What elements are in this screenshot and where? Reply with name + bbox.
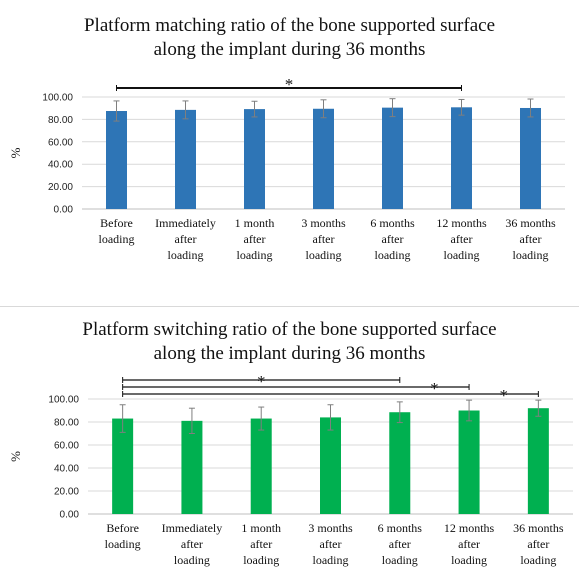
bar [382,107,403,209]
x-tick-label-line: after [320,537,342,551]
y-tick-label: 80.00 [54,418,79,429]
bar [527,408,549,514]
y-axis-label: % [8,147,23,158]
x-tick-label-line: loading [313,553,349,567]
x-tick-label-line: loading [237,248,273,262]
x-tick-label-line: 3 months [308,521,353,535]
bar [250,418,272,514]
chart-title-line-1: Platform matching ratio of the bone supp… [83,15,495,36]
x-tick-label-line: after [520,232,542,246]
x-tick-label: 12 months after loading [444,521,495,567]
x-tick-label: 12 months after loading [436,216,487,262]
x-tick-label-line: 1 month [241,521,281,535]
x-tick-label-line: 6 months [370,216,415,230]
y-tick-label: 0.00 [60,510,80,521]
bar-chart-matching: 0.00 20.00 40.00 60.00 80.00 100.00% Before loa… [8,75,565,262]
x-tick-label: 1 month after loading [235,216,275,262]
y-tick-label: 40.00 [48,160,73,171]
x-tick-label-line: loading [382,553,418,567]
y-tick-label: 80.00 [48,115,73,126]
bar [106,111,127,209]
bar [451,107,472,209]
x-tick-label-line: loading [513,248,549,262]
x-tick-label-line: 3 months [301,216,346,230]
y-axis-label: % [8,451,23,462]
x-tick-label-line: loading [174,553,210,567]
y-tick-label: 60.00 [48,137,73,148]
x-tick-label-line: 12 months [436,216,487,230]
x-tick-label: Before loading [99,216,135,246]
y-tick-label: 100.00 [48,395,79,406]
x-tick-label-line: Immediately [155,216,216,230]
x-tick-label-line: after [313,232,335,246]
bar-chart-switching: 0.00 20.00 40.00 60.00 80.00 100.00% Before loa… [8,372,573,567]
x-tick-label-line: after [244,232,266,246]
x-tick-label-line: loading [243,553,279,567]
x-tick-label: 1 month after loading [241,521,281,567]
bar [181,420,203,514]
y-tick-label: 20.00 [48,182,73,193]
significance-star: * [430,379,439,398]
x-tick-label-line: after [527,537,549,551]
x-tick-label-line: 1 month [235,216,275,230]
bar [458,410,480,514]
x-tick-label-line: loading [105,537,141,551]
bar [175,109,196,209]
chart-panel-switching: Platform switching ratio of the bone sup… [0,312,579,568]
chart-title-line-1: Platform switching ratio of the bone sup… [82,319,497,340]
x-tick-label: 3 months after loading [308,521,353,567]
x-tick-label: 6 months after loading [370,216,415,262]
x-tick-label-line: loading [451,553,487,567]
bar [313,108,334,209]
bar [244,109,265,209]
chart-title: Platform switching ratio of the bone sup… [0,318,579,366]
x-tick-label-line: after [451,232,473,246]
x-tick-label-line: Before [106,521,139,535]
x-tick-label-line: loading [99,232,135,246]
x-tick-label-line: 6 months [378,521,423,535]
x-tick-label-line: Immediately [162,521,223,535]
chart-title-line-2: along the implant during 36 months [153,39,426,60]
significance-star: * [285,75,294,94]
bar [320,417,341,514]
x-tick-label: Immediately after loading [162,521,223,567]
x-tick-label-line: 12 months [444,521,495,535]
significance-star: * [257,372,266,391]
x-tick-label: Before loading [105,521,141,551]
x-tick-label-line: loading [168,248,204,262]
x-tick-label: 3 months after loading [301,216,346,262]
x-tick-label-line: after [458,537,480,551]
x-tick-label: 6 months after loading [378,521,423,567]
x-tick-label-line: Before [100,216,133,230]
y-tick-label: 40.00 [54,464,79,475]
chart-title-line-2: along the implant during 36 months [153,343,426,364]
bar [112,418,134,514]
bar [520,107,541,209]
x-tick-label: 36 months after loading [513,521,564,567]
chart-panel-matching: Platform matching ratio of the bone supp… [0,0,579,282]
x-tick-label-line: loading [520,553,556,567]
x-tick-label-line: after [382,232,404,246]
chart-title: Platform matching ratio of the bone supp… [0,14,579,62]
x-tick-label-line: after [181,537,203,551]
x-tick-label-line: after [175,232,197,246]
bar [389,412,411,514]
x-tick-label-line: loading [375,248,411,262]
x-tick-label: 36 months after loading [505,216,556,262]
x-tick-label-line: after [250,537,272,551]
x-tick-label: Immediately after loading [155,216,216,262]
y-tick-label: 60.00 [54,441,79,452]
y-tick-label: 0.00 [54,205,74,216]
x-tick-label-line: after [389,537,411,551]
x-tick-label-line: 36 months [513,521,564,535]
y-tick-label: 20.00 [54,487,79,498]
y-tick-label: 100.00 [42,93,73,104]
x-tick-label-line: loading [306,248,342,262]
significance-star: * [499,386,508,405]
x-tick-label-line: 36 months [505,216,556,230]
panel-divider [0,306,579,307]
x-tick-label-line: loading [444,248,480,262]
